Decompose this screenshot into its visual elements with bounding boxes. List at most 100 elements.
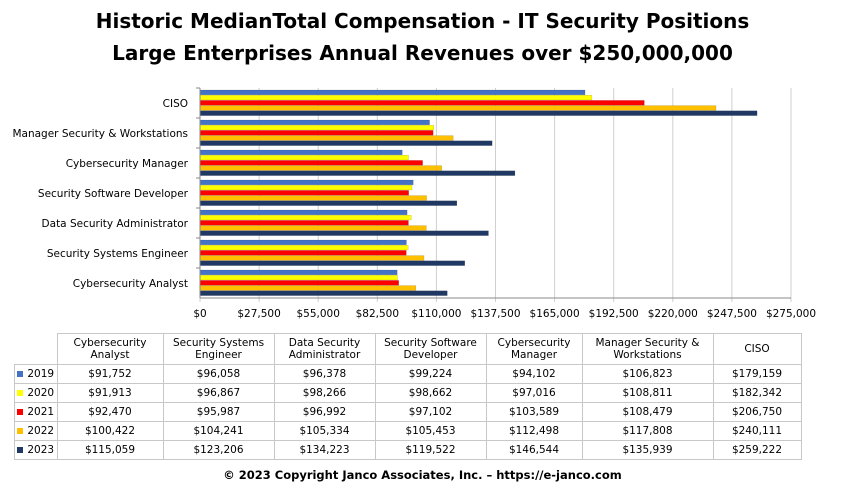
table-cell: $103,589	[485, 402, 583, 422]
bar	[199, 160, 423, 166]
table-column-header: Cybersecurity Manager	[485, 333, 583, 365]
chart-title-line-1: Historic MedianTotal Compensation - IT S…	[95, 9, 750, 33]
bar	[199, 200, 458, 206]
table-column-header: Manager Security & Workstations	[581, 333, 714, 365]
bar	[199, 130, 434, 136]
table-cell: $91,913	[56, 383, 164, 403]
bar	[199, 250, 407, 256]
bar	[199, 100, 645, 106]
table-cell: $134,223	[273, 440, 376, 460]
bar	[199, 154, 409, 161]
table-cell: $182,342	[712, 383, 802, 403]
table-body: 2019 $91,752 $96,058 $96,378 $99,224 $94,102 $…	[14, 364, 802, 460]
legend-label: 2019	[27, 368, 55, 380]
x-tick-label: $55,000	[296, 308, 339, 320]
y-category-label: Security Software Developer	[38, 188, 189, 200]
table-row: 2023 $115,059 $123,206 $134,223 $119,522 $146…	[14, 440, 802, 460]
bar	[199, 220, 409, 226]
x-tick-label: $137,500	[470, 308, 520, 320]
table-column-header: Security Systems Engineer	[162, 333, 275, 365]
bar	[199, 244, 409, 251]
bar	[199, 285, 417, 291]
table-cell: $96,992	[273, 402, 376, 422]
table-cell: $97,102	[374, 402, 487, 422]
bar	[199, 110, 758, 116]
y-category-label: Manager Security & Workstations	[12, 128, 188, 140]
chart-title-line-2: Large Enterprises Annual Revenues over $…	[112, 41, 733, 65]
legend-entry: 2023	[14, 440, 58, 460]
table-cell: $94,102	[485, 364, 583, 384]
x-tick-label: $110,000	[411, 308, 461, 320]
bar	[199, 124, 435, 131]
legend-swatch	[17, 428, 24, 434]
table-cell: $95,987	[162, 402, 275, 422]
y-category-label: Cybersecurity Analyst	[73, 278, 188, 290]
y-category-label: Data Security Administrator	[42, 218, 189, 230]
table-cell: $105,453	[374, 421, 487, 441]
x-tick-label: $275,000	[766, 308, 816, 320]
bar	[199, 209, 408, 216]
bar	[199, 149, 403, 156]
x-tick-label: $82,500	[356, 308, 399, 320]
bars	[199, 89, 758, 296]
table-row: 2022 $100,422 $104,241 $105,334 $105,453 $112…	[14, 421, 802, 441]
bar	[199, 225, 427, 231]
table-row: 2020 $91,913 $96,867 $98,266 $98,662 $97,016 $…	[14, 383, 802, 403]
table-column-header: Security Software Developer	[374, 333, 487, 365]
bar	[199, 89, 586, 96]
table-cell: $98,662	[374, 383, 487, 403]
bar	[199, 105, 717, 111]
table-cell: $106,823	[581, 364, 714, 384]
table-cell: $240,111	[712, 421, 802, 441]
bar	[199, 119, 430, 126]
x-tick-label: $220,000	[648, 308, 698, 320]
table-cell: $105,334	[273, 421, 376, 441]
bar	[199, 214, 412, 221]
x-tick-label: $0	[193, 308, 206, 320]
legend-label: 2023	[27, 444, 55, 456]
x-tick-label: $247,500	[707, 308, 757, 320]
table-cell: $135,939	[581, 440, 714, 460]
data-table: Cybersecurity Analyst Security Systems En…	[14, 333, 802, 460]
bar	[199, 255, 425, 261]
gridlines	[199, 88, 792, 302]
table-cell: $99,224	[374, 364, 487, 384]
x-tick-label: $165,000	[530, 308, 580, 320]
legend-label: 2022	[27, 425, 55, 437]
legend-entry: 2019	[14, 364, 58, 384]
table-row: 2021 $92,470 $95,987 $96,992 $97,102 $103,589…	[14, 402, 802, 422]
axis-labels: $0 $27,500 $55,000 $82,500 $110,000 $137,500 $…	[12, 98, 816, 320]
table-cell: $206,750	[712, 402, 802, 422]
legend-swatch	[17, 409, 24, 415]
table-cell: $96,058	[162, 364, 275, 384]
bar	[199, 135, 454, 141]
bar	[199, 140, 493, 146]
bar	[199, 195, 427, 201]
bar	[199, 269, 398, 276]
bar	[199, 184, 413, 191]
legend-entry: 2020	[14, 383, 58, 403]
table-cell: $104,241	[162, 421, 275, 441]
table-cell: $97,016	[485, 383, 583, 403]
table-cell: $108,811	[581, 383, 714, 403]
table-cell: $112,498	[485, 421, 583, 441]
bar	[199, 290, 448, 296]
legend-swatch	[17, 371, 24, 377]
bar	[199, 260, 465, 266]
x-tick-label: $192,500	[589, 308, 639, 320]
table-cell: $98,266	[273, 383, 376, 403]
legend-entry: 2021	[14, 402, 58, 422]
table-column-header: Cybersecurity Analyst	[56, 333, 164, 365]
bar	[199, 275, 398, 281]
bar	[199, 170, 516, 176]
table-cell: $117,808	[581, 421, 714, 441]
table-cell: $123,206	[162, 440, 275, 460]
bar	[199, 239, 407, 246]
legend-swatch	[17, 447, 24, 453]
table-cell: $100,422	[56, 421, 164, 441]
table-cell: $108,479	[581, 402, 714, 422]
legend-label: 2021	[27, 406, 55, 418]
bar	[199, 179, 414, 186]
table-cell: $179,159	[712, 364, 802, 384]
axes	[196, 87, 791, 299]
